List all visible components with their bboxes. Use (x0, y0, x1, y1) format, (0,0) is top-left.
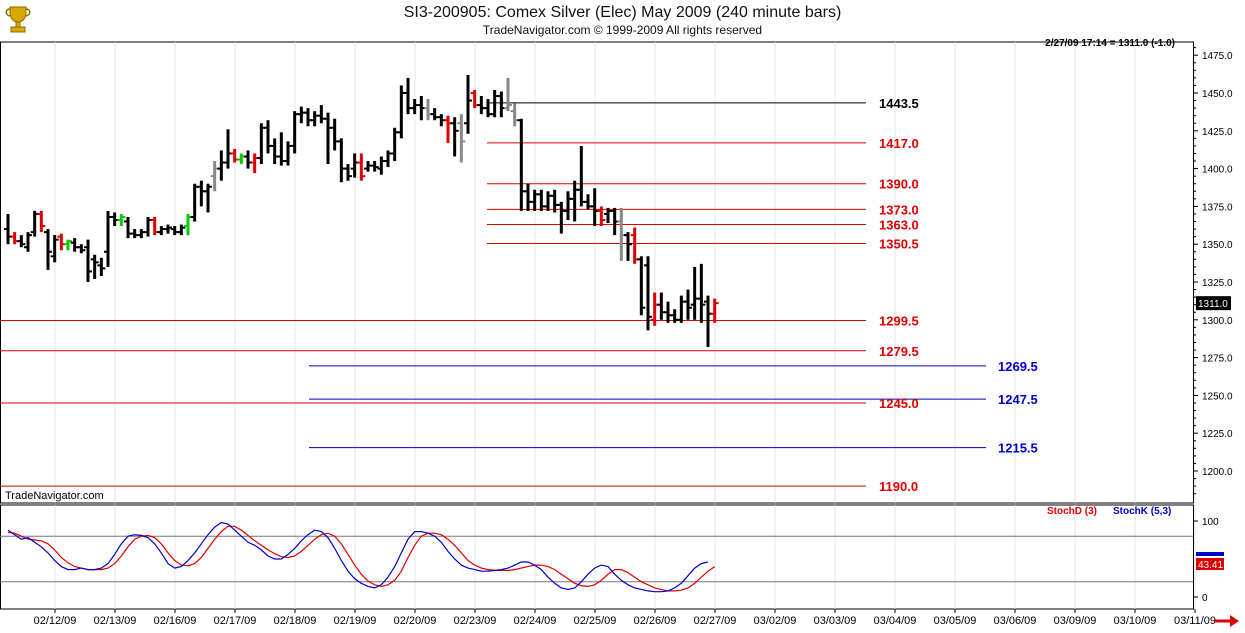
ohlc-bar (450, 117, 459, 157)
y-tick-label: 1225.0 (1202, 429, 1233, 440)
stoch-y-label: 0 (1202, 593, 1208, 604)
scroll-right-arrow-icon[interactable] (1212, 614, 1240, 633)
trophy-icon[interactable] (4, 4, 32, 39)
x-tick-label: 02/12/09 (34, 615, 77, 627)
ohlc-bar (17, 235, 26, 248)
x-tick-label: 02/23/09 (454, 615, 497, 627)
y-tick-label: 1200.0 (1202, 467, 1233, 478)
stoch-last-box (1196, 558, 1224, 570)
ohlc-bar (24, 232, 32, 252)
price-panel (0, 41, 1194, 504)
x-tick-label: 03/10/09 (1114, 615, 1157, 627)
chart-title: SI3-200905: Comex Silver (Elec) May 2009… (403, 4, 842, 21)
ohlc-bar (344, 164, 352, 181)
ohlc-bar (697, 263, 706, 323)
level-label: 1269.5 (998, 359, 1038, 374)
y-tick-label: 1375.0 (1202, 202, 1233, 213)
ohlc-bar (50, 235, 59, 263)
legend-stochd: StochD (3) (1047, 506, 1097, 517)
y-tick-label: 1450.0 (1202, 89, 1233, 100)
ohlc-bar (204, 183, 212, 213)
last-price-box (1196, 296, 1231, 311)
ohlc-bar (464, 74, 472, 134)
ohlc-bar (710, 298, 719, 323)
copyright-text: TradeNavigator.com © 1999-2009 All right… (482, 23, 763, 37)
ohlc-bar (504, 77, 512, 112)
x-tick-label: 03/05/09 (934, 615, 977, 627)
x-tick-label: 02/26/09 (634, 615, 677, 627)
ohlc-bar (64, 239, 72, 251)
ohlc-bar (357, 153, 366, 181)
y-tick-label: 1400.0 (1202, 165, 1233, 176)
ohlc-bar (370, 161, 379, 172)
y-tick-label: 1475.0 (1202, 51, 1233, 62)
ohlc-bar (77, 244, 86, 254)
x-tick-label: 02/16/09 (154, 615, 197, 627)
ohlc-bar (164, 224, 172, 234)
x-tick-label: 03/03/09 (814, 615, 857, 627)
y-tick-label: 1275.0 (1202, 354, 1233, 365)
quote-text: 2/27/09 17:14 = 1311.0 (-1.0) (1045, 38, 1175, 49)
ohlc-bar (624, 232, 632, 261)
stochk-line (7, 521, 709, 593)
stochk-marker (1196, 552, 1224, 556)
ohlc-bar (97, 257, 106, 276)
x-tick-label: 02/27/09 (694, 615, 737, 627)
ohlc-bar (597, 206, 606, 227)
level-label: 1443.5 (879, 96, 919, 111)
level-label: 1350.5 (879, 236, 919, 251)
level-label: 1247.5 (998, 392, 1038, 407)
level-label: 1417.0 (879, 136, 919, 151)
ohlc-bar (177, 224, 186, 236)
last-price-label: 1311.0 (1198, 299, 1228, 310)
level-label: 1299.5 (879, 314, 919, 329)
level-label: 1245.0 (879, 396, 919, 411)
ohlc-bar (44, 229, 52, 270)
level-label: 1373.0 (879, 202, 919, 217)
ohlc-bar (457, 114, 466, 163)
x-tick-label: 02/24/09 (514, 615, 557, 627)
x-tick-label: 02/25/09 (574, 615, 617, 627)
y-tick-label: 1325.0 (1202, 278, 1233, 289)
x-tick-label: 02/19/09 (334, 615, 377, 627)
y-tick-label: 1300.0 (1202, 316, 1233, 327)
ohlc-bar (637, 256, 646, 316)
ohlc-bar (117, 213, 126, 227)
x-tick-label: 03/02/09 (754, 615, 797, 627)
x-tick-label: 03/06/09 (994, 615, 1037, 627)
x-tick-label: 03/04/09 (874, 615, 917, 627)
stoch-last-label: 43.41 (1198, 560, 1223, 571)
ohlc-bar (37, 210, 46, 233)
x-tick-label: 03/09/09 (1054, 615, 1097, 627)
level-label: 1279.5 (879, 344, 919, 359)
stochd-line (7, 525, 716, 592)
level-label: 1190.0 (879, 479, 918, 494)
x-tick-label: 02/13/09 (94, 615, 137, 627)
watermark: TradeNavigator.com (5, 490, 104, 502)
level-label: 1390.0 (879, 177, 919, 192)
y-tick-label: 1350.0 (1202, 240, 1233, 251)
y-tick-label: 1425.0 (1202, 127, 1233, 138)
ohlc-bar (684, 289, 692, 320)
ohlc-bar (644, 256, 652, 331)
stoch-y-label: 100 (1202, 517, 1219, 528)
legend-stochk: StochK (5,3) (1113, 506, 1171, 517)
stochastic-panel (0, 504, 1194, 610)
y-tick-label: 1250.0 (1202, 391, 1233, 402)
ohlc-bar (84, 239, 92, 282)
x-tick-label: 02/17/09 (214, 615, 257, 627)
x-tick-label: 02/20/09 (394, 615, 437, 627)
x-tick-label: 03/11/09 (1174, 615, 1216, 627)
level-label: 1215.5 (998, 441, 1038, 456)
level-label: 1363.0 (879, 218, 919, 233)
x-tick-label: 02/18/09 (274, 615, 317, 627)
ohlc-bar (90, 254, 99, 279)
